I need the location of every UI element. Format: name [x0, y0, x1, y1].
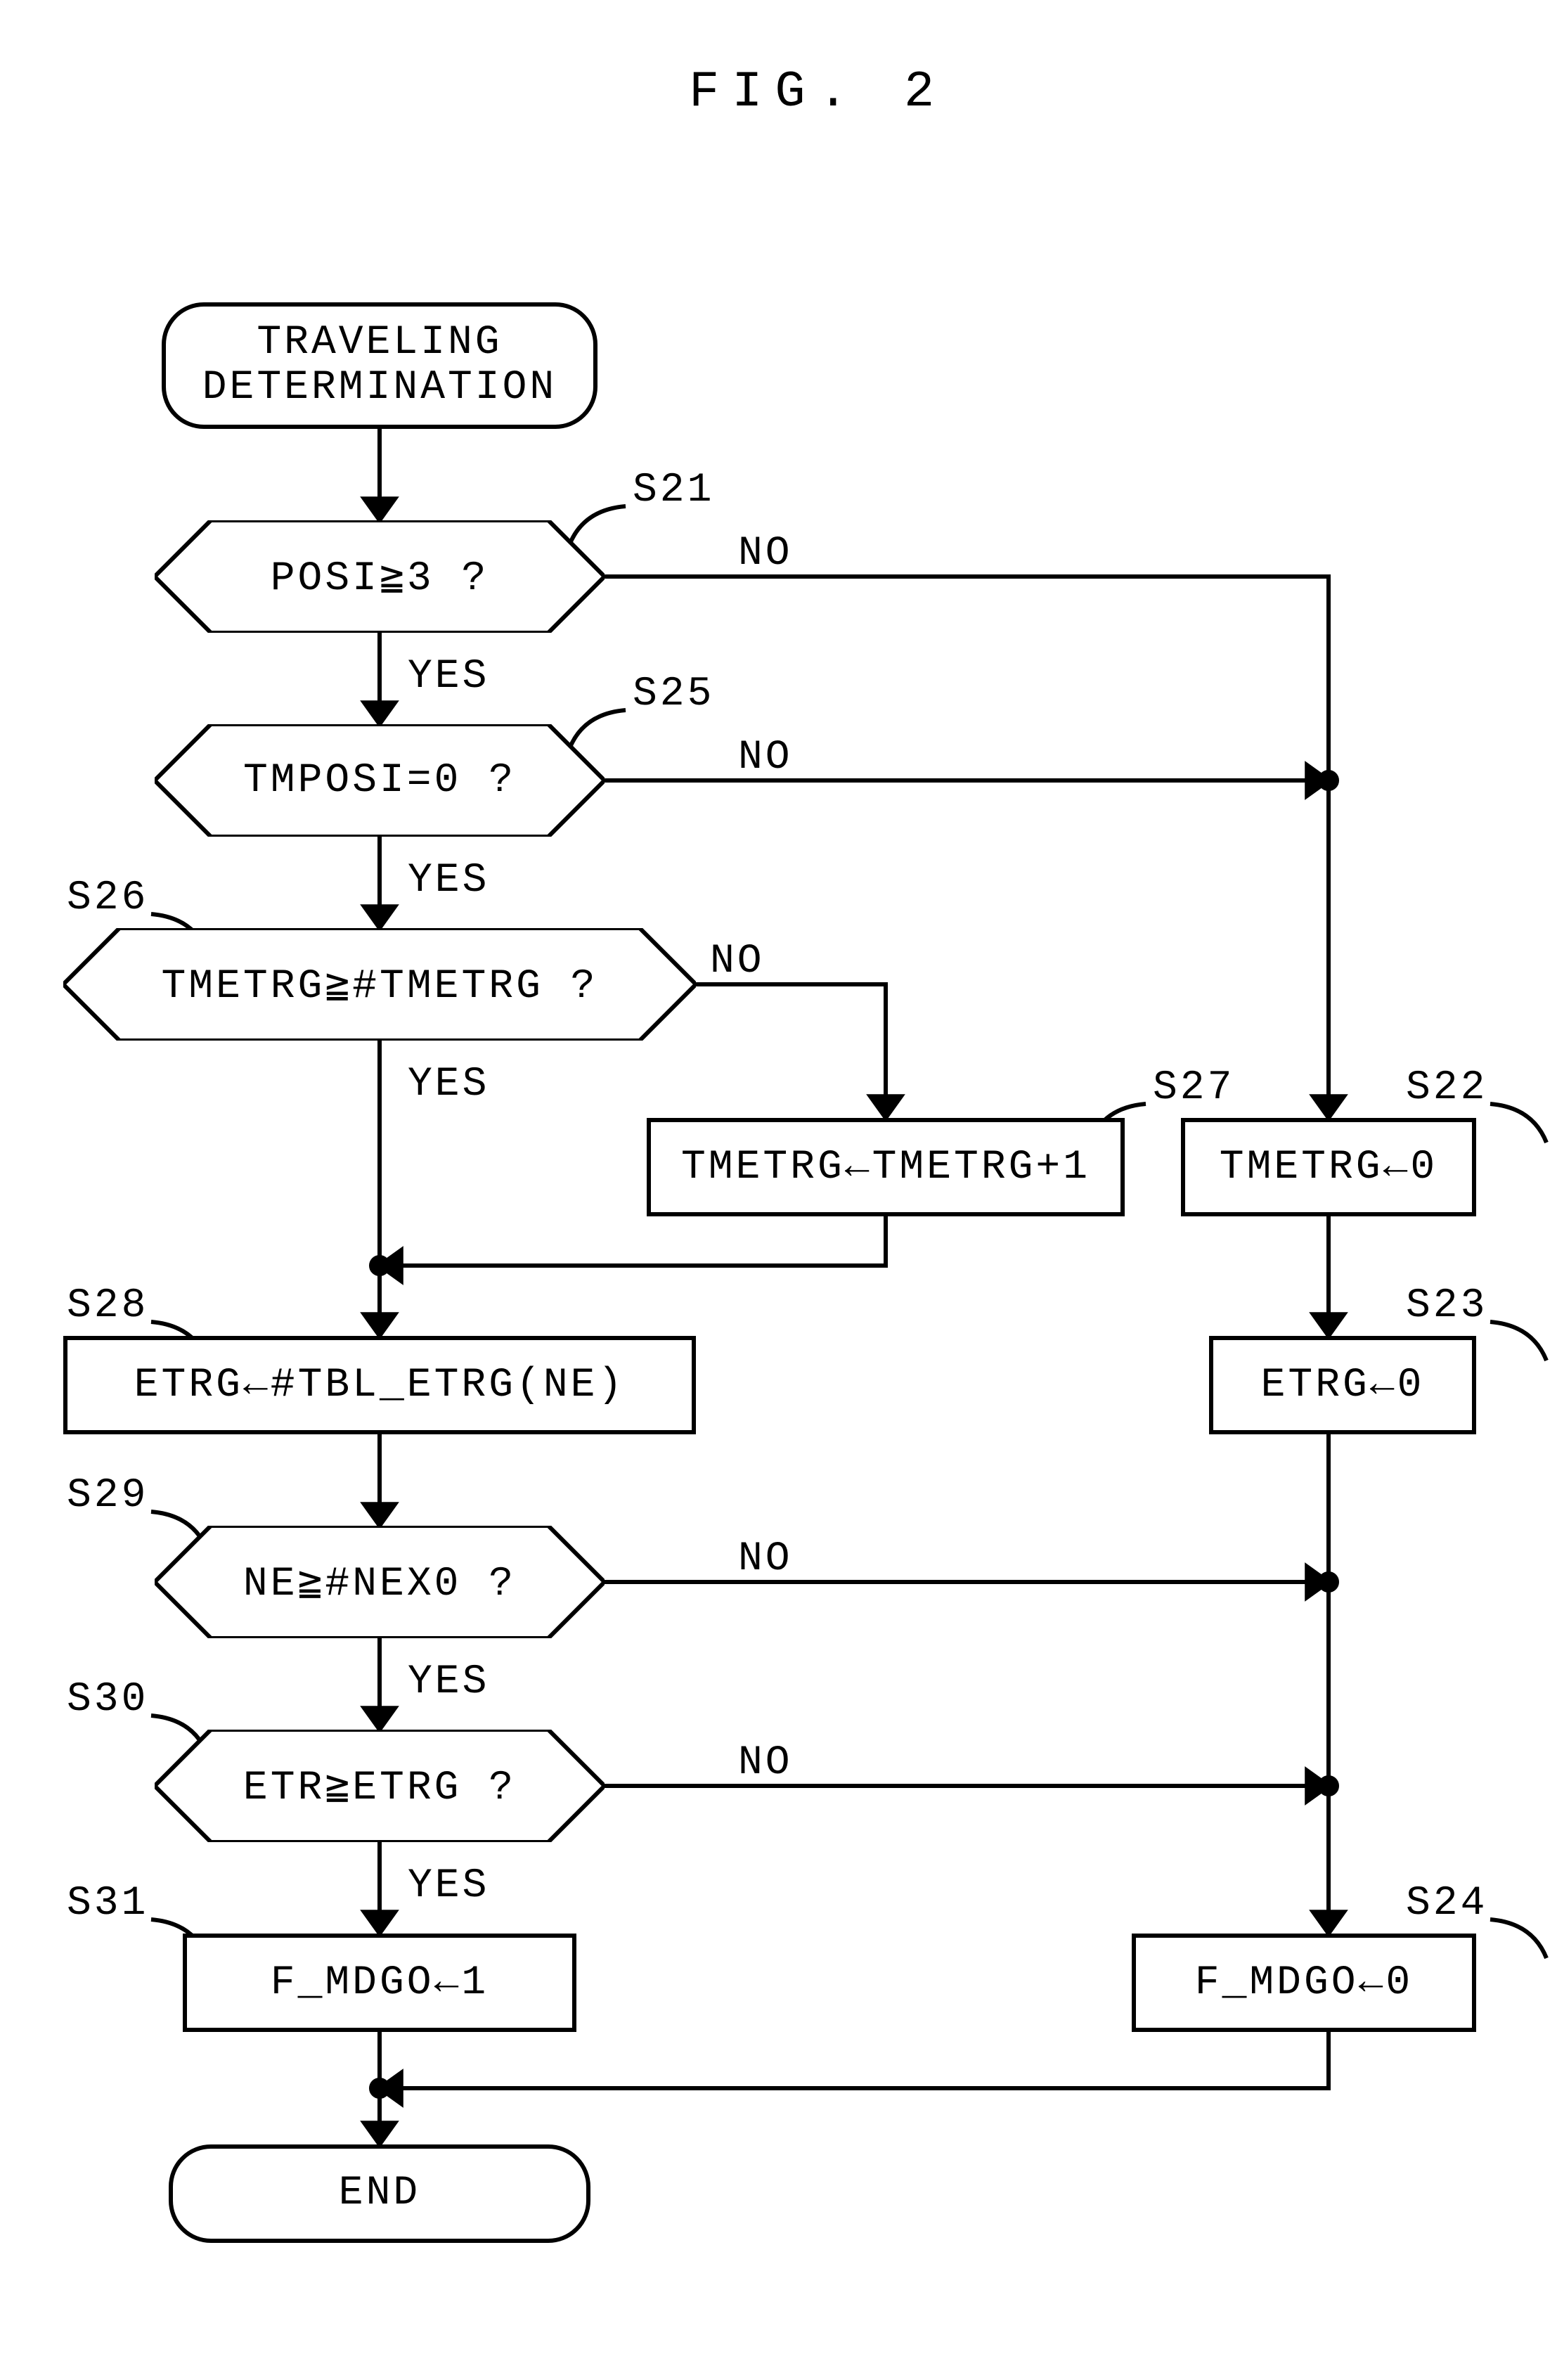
branch-label: YES [408, 858, 489, 903]
step-label-S31: S31 [67, 1881, 148, 1926]
decision-S21: POSI≧3 ? [155, 520, 605, 633]
branch-label: NO [738, 531, 793, 577]
decision-S30: ETR≧ETRG ? [155, 1730, 605, 1842]
step-label-S28: S28 [67, 1283, 148, 1329]
step-label-S23: S23 [1406, 1283, 1487, 1329]
process-S24: F_MDGO←0 [1132, 1934, 1476, 2032]
branch-label: NO [738, 1536, 793, 1582]
branch-label: NO [738, 1740, 793, 1786]
step-label-S24: S24 [1406, 1881, 1487, 1926]
step-label-S21: S21 [633, 468, 714, 513]
decision-S26: TMETRG≧#TMETRG ? [63, 928, 696, 1041]
step-label-S29: S29 [67, 1473, 148, 1519]
step-label-S27: S27 [1153, 1065, 1234, 1111]
branch-label: YES [408, 1659, 489, 1705]
process-S28: ETRG←#TBL_ETRG(NE) [63, 1336, 696, 1434]
process-S22: TMETRG←0 [1181, 1118, 1476, 1216]
decision-S29: NE≧#NEX0 ? [155, 1526, 605, 1638]
step-label-S30: S30 [67, 1677, 148, 1723]
terminal-end: END [169, 2144, 590, 2243]
process-S23: ETRG←0 [1209, 1336, 1476, 1434]
branch-label: YES [408, 1863, 489, 1909]
process-S31: F_MDGO←1 [183, 1934, 576, 2032]
terminal-start: TRAVELINGDETERMINATION [162, 302, 597, 429]
branch-label: NO [710, 939, 765, 984]
flowchart-canvas: FIG. 2 TRAVELINGDETERMINATIONPOSI≧3 ?TMP… [0, 0, 1557, 2380]
process-S27: TMETRG←TMETRG+1 [647, 1118, 1125, 1216]
branch-label: NO [738, 735, 793, 780]
step-label-S25: S25 [633, 671, 714, 717]
branch-label: YES [408, 1062, 489, 1107]
step-label-S26: S26 [67, 875, 148, 921]
step-label-S22: S22 [1406, 1065, 1487, 1111]
decision-S25: TMPOSI=0 ? [155, 724, 605, 837]
branch-label: YES [408, 654, 489, 700]
